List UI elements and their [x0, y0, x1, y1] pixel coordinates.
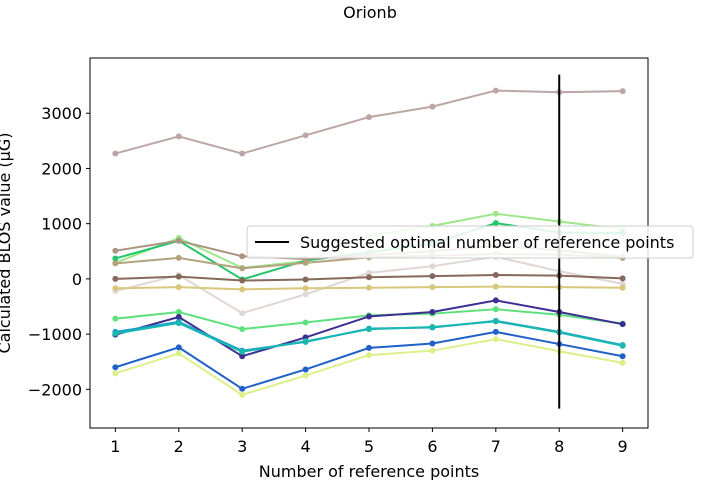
y-axis-label: Calculated BLOS value (μG): [0, 133, 14, 354]
series-4-point: [239, 253, 246, 260]
series-14-point: [302, 372, 309, 379]
series-8-point: [429, 284, 436, 291]
legend: Suggested optimal number of reference po…: [246, 225, 694, 259]
series-5-point: [112, 260, 119, 267]
legend-box: [246, 225, 694, 259]
series-14-point: [492, 336, 499, 343]
series-8-point: [492, 283, 499, 290]
x-tick-label: 6: [427, 437, 437, 456]
series-8-point: [366, 284, 372, 291]
series-9-point: [112, 315, 119, 322]
series-2-point: [492, 210, 499, 217]
series-9-point: [492, 306, 499, 313]
y-tick-label: 0: [72, 270, 82, 289]
series-14-point: [112, 370, 119, 377]
x-axis: 1 2 3 4 5 6 7 8 9: [110, 428, 628, 456]
series-8-point: [302, 285, 309, 292]
series-7-point: [366, 274, 372, 281]
series-9-point: [302, 319, 309, 326]
series-8-point: [619, 284, 626, 291]
series-6-point: [302, 291, 309, 298]
y-tick-label: 2000: [41, 159, 82, 178]
series-12-point: [619, 342, 626, 349]
series-14-point: [429, 347, 436, 354]
series-10-point: [619, 321, 626, 328]
series-9-point: [239, 326, 246, 333]
x-tick-label: 8: [554, 437, 564, 456]
series-13-point: [619, 353, 626, 360]
chart-title: Orionb: [343, 3, 397, 22]
y-tick-label: −2000: [28, 380, 82, 399]
series-14-point: [239, 391, 246, 398]
series-7-point: [112, 275, 119, 282]
legend-label: Suggested optimal number of reference po…: [300, 233, 674, 252]
series-layer: [112, 87, 626, 398]
series-7-point: [239, 277, 246, 284]
x-axis-label: Number of reference points: [259, 462, 480, 480]
series-14-point: [619, 359, 626, 366]
series-7-point: [302, 276, 309, 283]
series-10-point: [366, 313, 372, 320]
y-axis: −2000 −1000 0 1000 2000 3000: [28, 104, 90, 399]
series-3-point: [112, 255, 119, 262]
series-1-point: [175, 133, 182, 140]
series-12-point: [302, 338, 309, 345]
series-13-point: [302, 366, 309, 373]
series-5-point: [239, 265, 246, 272]
series-10-point: [175, 314, 182, 320]
series-12-point: [429, 323, 436, 330]
series-7-point: [619, 275, 626, 282]
series-6-point: [366, 269, 372, 276]
series-10-point: [429, 309, 436, 316]
series-5-point: [302, 259, 309, 266]
series-6-point: [239, 310, 246, 317]
y-tick-label: 3000: [41, 104, 82, 123]
series-5-point: [175, 254, 182, 261]
series-13-point: [429, 340, 436, 347]
y-tick-label: −1000: [28, 325, 82, 344]
series-1-point: [112, 150, 119, 157]
series-12-point: [492, 318, 499, 325]
series-4-point: [112, 247, 119, 254]
x-tick-label: 2: [174, 437, 184, 456]
x-tick-label: 5: [364, 437, 374, 456]
series-9-point: [175, 309, 182, 316]
series-8-point: [239, 286, 246, 293]
series-7-point: [429, 273, 436, 280]
series-1-point: [492, 87, 499, 94]
x-tick-label: 3: [237, 437, 247, 456]
y-tick-label: 1000: [41, 215, 82, 234]
series-13-point: [112, 364, 119, 371]
series-1-point: [302, 132, 309, 139]
series-12-point: [112, 330, 119, 337]
series-4-point: [175, 237, 182, 244]
series-8-point: [112, 285, 119, 292]
series-1-point: [366, 114, 372, 121]
series-12-point: [366, 326, 372, 333]
series-3-point: [492, 220, 499, 227]
series-13-point: [175, 344, 182, 351]
series-7-point: [175, 273, 182, 280]
series-14-point: [366, 352, 372, 359]
x-tick-label: 1: [110, 437, 120, 456]
series-13-point: [239, 385, 246, 392]
series-1-point: [429, 103, 436, 110]
series-7-point: [492, 272, 499, 279]
series-12-point: [239, 348, 246, 355]
series-6-point: [429, 263, 436, 270]
series-14-point: [175, 350, 182, 357]
x-tick-label: 4: [300, 437, 310, 456]
series-10-point: [492, 297, 499, 304]
series-1-point: [239, 150, 246, 157]
x-tick-label: 7: [491, 437, 501, 456]
series-10-point: [239, 353, 246, 360]
series-12-point: [175, 320, 182, 327]
series-13-point: [366, 344, 372, 351]
series-8-point: [175, 284, 182, 291]
x-tick-label: 9: [618, 437, 628, 456]
series-1-point: [619, 88, 626, 95]
series-13-point: [492, 328, 499, 335]
